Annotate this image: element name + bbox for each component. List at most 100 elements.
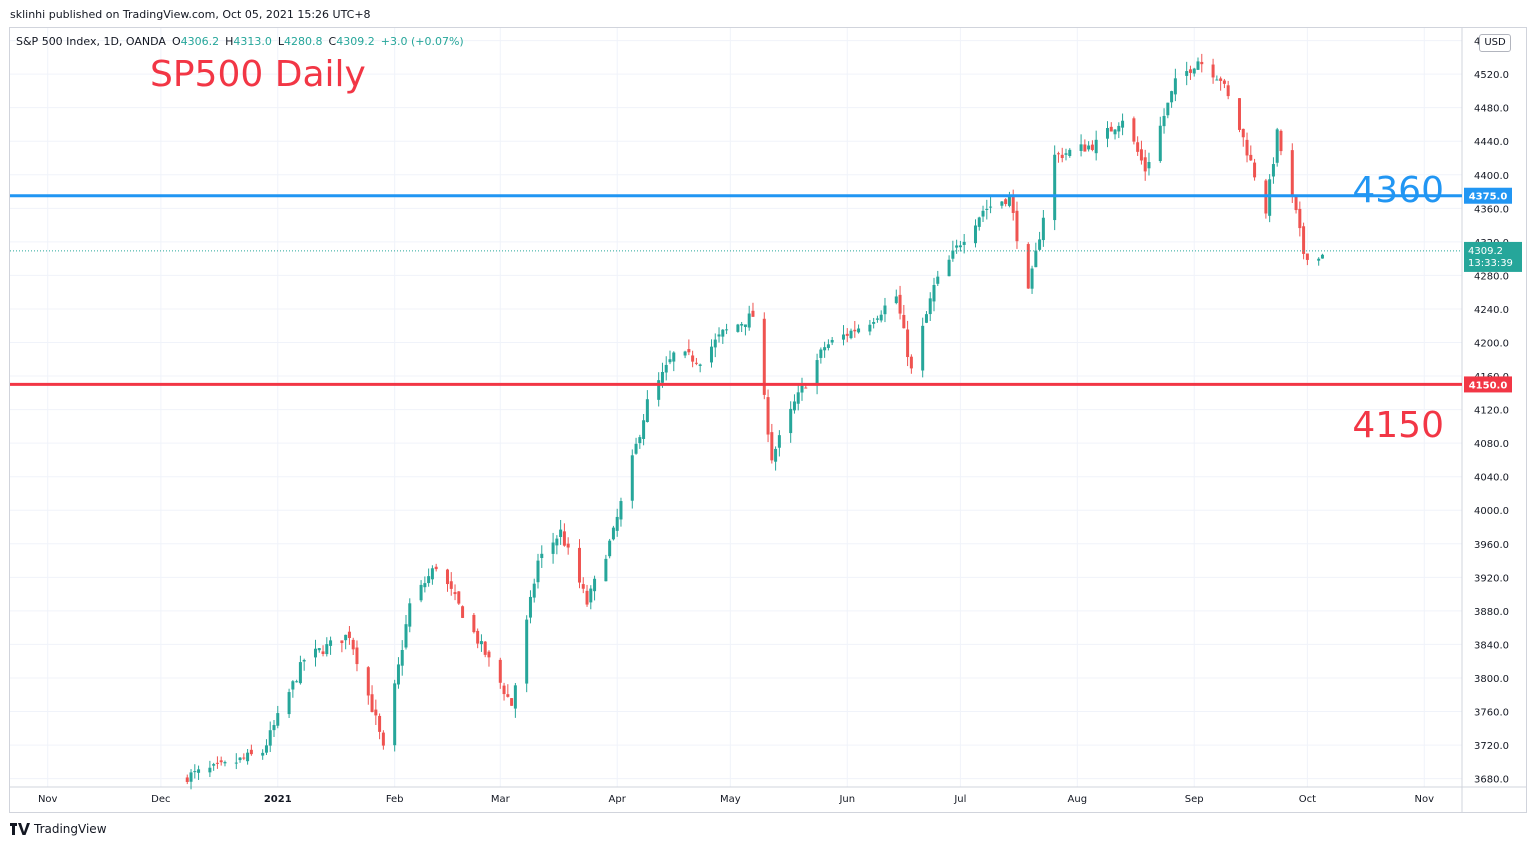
candle-body[interactable] bbox=[404, 624, 408, 648]
candle-body[interactable] bbox=[1083, 144, 1087, 152]
candle-body[interactable] bbox=[585, 590, 589, 605]
candle-body[interactable] bbox=[1317, 258, 1321, 261]
candle-body[interactable] bbox=[694, 362, 698, 364]
candle-body[interactable] bbox=[709, 346, 713, 363]
candle-body[interactable] bbox=[581, 584, 585, 589]
candle-body[interactable] bbox=[1275, 129, 1279, 163]
candle-body[interactable] bbox=[638, 437, 642, 444]
candle-body[interactable] bbox=[566, 543, 570, 548]
candle-body[interactable] bbox=[1079, 144, 1083, 151]
candle-body[interactable] bbox=[1000, 201, 1004, 206]
candle-body[interactable] bbox=[1188, 69, 1192, 73]
candle-body[interactable] bbox=[898, 294, 902, 314]
candle-body[interactable] bbox=[1185, 71, 1189, 76]
candle-body[interactable] bbox=[608, 540, 612, 557]
candle-body[interactable] bbox=[1196, 61, 1200, 70]
candle-body[interactable] bbox=[804, 387, 808, 389]
candle-body[interactable] bbox=[1294, 194, 1298, 211]
candle-body[interactable] bbox=[1158, 125, 1162, 162]
candle-body[interactable] bbox=[298, 662, 302, 684]
candle-body[interactable] bbox=[1143, 157, 1147, 172]
candle-body[interactable] bbox=[381, 732, 385, 746]
candle-body[interactable] bbox=[1147, 162, 1151, 169]
candle-body[interactable] bbox=[645, 399, 649, 423]
candle-body[interactable] bbox=[713, 339, 717, 348]
candle-body[interactable] bbox=[510, 698, 514, 706]
candle-body[interactable] bbox=[1090, 144, 1094, 150]
candle-body[interactable] bbox=[193, 771, 197, 773]
candle-body[interactable] bbox=[1241, 128, 1245, 138]
candle-body[interactable] bbox=[272, 725, 276, 731]
candle-body[interactable] bbox=[973, 225, 977, 244]
candle-body[interactable] bbox=[1087, 145, 1091, 150]
candle-body[interactable] bbox=[1109, 126, 1113, 132]
candle-body[interactable] bbox=[849, 330, 853, 339]
candle-body[interactable] bbox=[1245, 139, 1249, 156]
candle-body[interactable] bbox=[766, 397, 770, 435]
candle-body[interactable] bbox=[958, 245, 962, 248]
candle-body[interactable] bbox=[1113, 129, 1117, 135]
candle-body[interactable] bbox=[664, 364, 668, 373]
candle-body[interactable] bbox=[872, 322, 876, 324]
candle-body[interactable] bbox=[845, 333, 849, 336]
candle-body[interactable] bbox=[1121, 120, 1125, 128]
candle-body[interactable] bbox=[989, 206, 993, 208]
candle-body[interactable] bbox=[223, 762, 227, 764]
candle-body[interactable] bbox=[1290, 150, 1294, 195]
candle-body[interactable] bbox=[1060, 154, 1064, 159]
candle-body[interactable] bbox=[1222, 80, 1226, 84]
candle-body[interactable] bbox=[528, 596, 532, 618]
candle-body[interactable] bbox=[815, 360, 819, 386]
tradingview-brand[interactable]: TradingView bbox=[10, 822, 107, 836]
candle-body[interactable] bbox=[1166, 102, 1170, 116]
candle-body[interactable] bbox=[947, 259, 951, 277]
candle-body[interactable] bbox=[906, 329, 910, 358]
candle-body[interactable] bbox=[1056, 153, 1060, 155]
candle-body[interactable] bbox=[751, 310, 755, 317]
candle-body[interactable] bbox=[445, 569, 449, 585]
candle-body[interactable] bbox=[1162, 115, 1166, 127]
candle-body[interactable] bbox=[1015, 210, 1019, 242]
candle-body[interactable] bbox=[457, 591, 461, 604]
candle-body[interactable] bbox=[355, 647, 359, 665]
candle-body[interactable] bbox=[642, 420, 646, 439]
candle-body[interactable] bbox=[246, 752, 250, 762]
candle-body[interactable] bbox=[408, 603, 412, 627]
candle-body[interactable] bbox=[502, 685, 506, 695]
candle-body[interactable] bbox=[660, 371, 664, 383]
candle-body[interactable] bbox=[562, 531, 566, 546]
candle-body[interactable] bbox=[1279, 130, 1283, 152]
candle-body[interactable] bbox=[932, 285, 936, 302]
candle-body[interactable] bbox=[604, 558, 608, 582]
candle-body[interactable] bbox=[487, 651, 491, 658]
candle-body[interactable] bbox=[189, 772, 193, 782]
candle-body[interactable] bbox=[344, 634, 348, 641]
candle-body[interactable] bbox=[374, 709, 378, 716]
candle-body[interactable] bbox=[725, 329, 729, 331]
candle-body[interactable] bbox=[1068, 149, 1072, 156]
candle-body[interactable] bbox=[657, 380, 661, 400]
candle-body[interactable] bbox=[955, 245, 959, 248]
candle-body[interactable] bbox=[747, 313, 751, 328]
candle-body[interactable] bbox=[219, 760, 223, 763]
candle-body[interactable] bbox=[238, 757, 242, 761]
candle-body[interactable] bbox=[1211, 64, 1215, 78]
candle-body[interactable] bbox=[461, 606, 465, 618]
candle-body[interactable] bbox=[536, 560, 540, 583]
candle-body[interactable] bbox=[1038, 239, 1042, 250]
currency-button[interactable]: USD bbox=[1479, 34, 1511, 52]
candle-body[interactable] bbox=[683, 351, 687, 356]
candle-body[interactable] bbox=[423, 583, 427, 588]
candle-body[interactable] bbox=[796, 392, 800, 404]
candle-body[interactable] bbox=[249, 749, 253, 755]
candle-body[interactable] bbox=[830, 339, 834, 343]
candle-body[interactable] bbox=[857, 328, 861, 333]
candle-body[interactable] bbox=[396, 664, 400, 685]
candle-body[interactable] bbox=[615, 516, 619, 531]
candle-body[interactable] bbox=[1200, 61, 1204, 65]
candle-body[interactable] bbox=[317, 648, 321, 651]
candle-body[interactable] bbox=[498, 659, 502, 683]
candle-body[interactable] bbox=[427, 576, 431, 584]
candle-body[interactable] bbox=[1219, 78, 1223, 81]
